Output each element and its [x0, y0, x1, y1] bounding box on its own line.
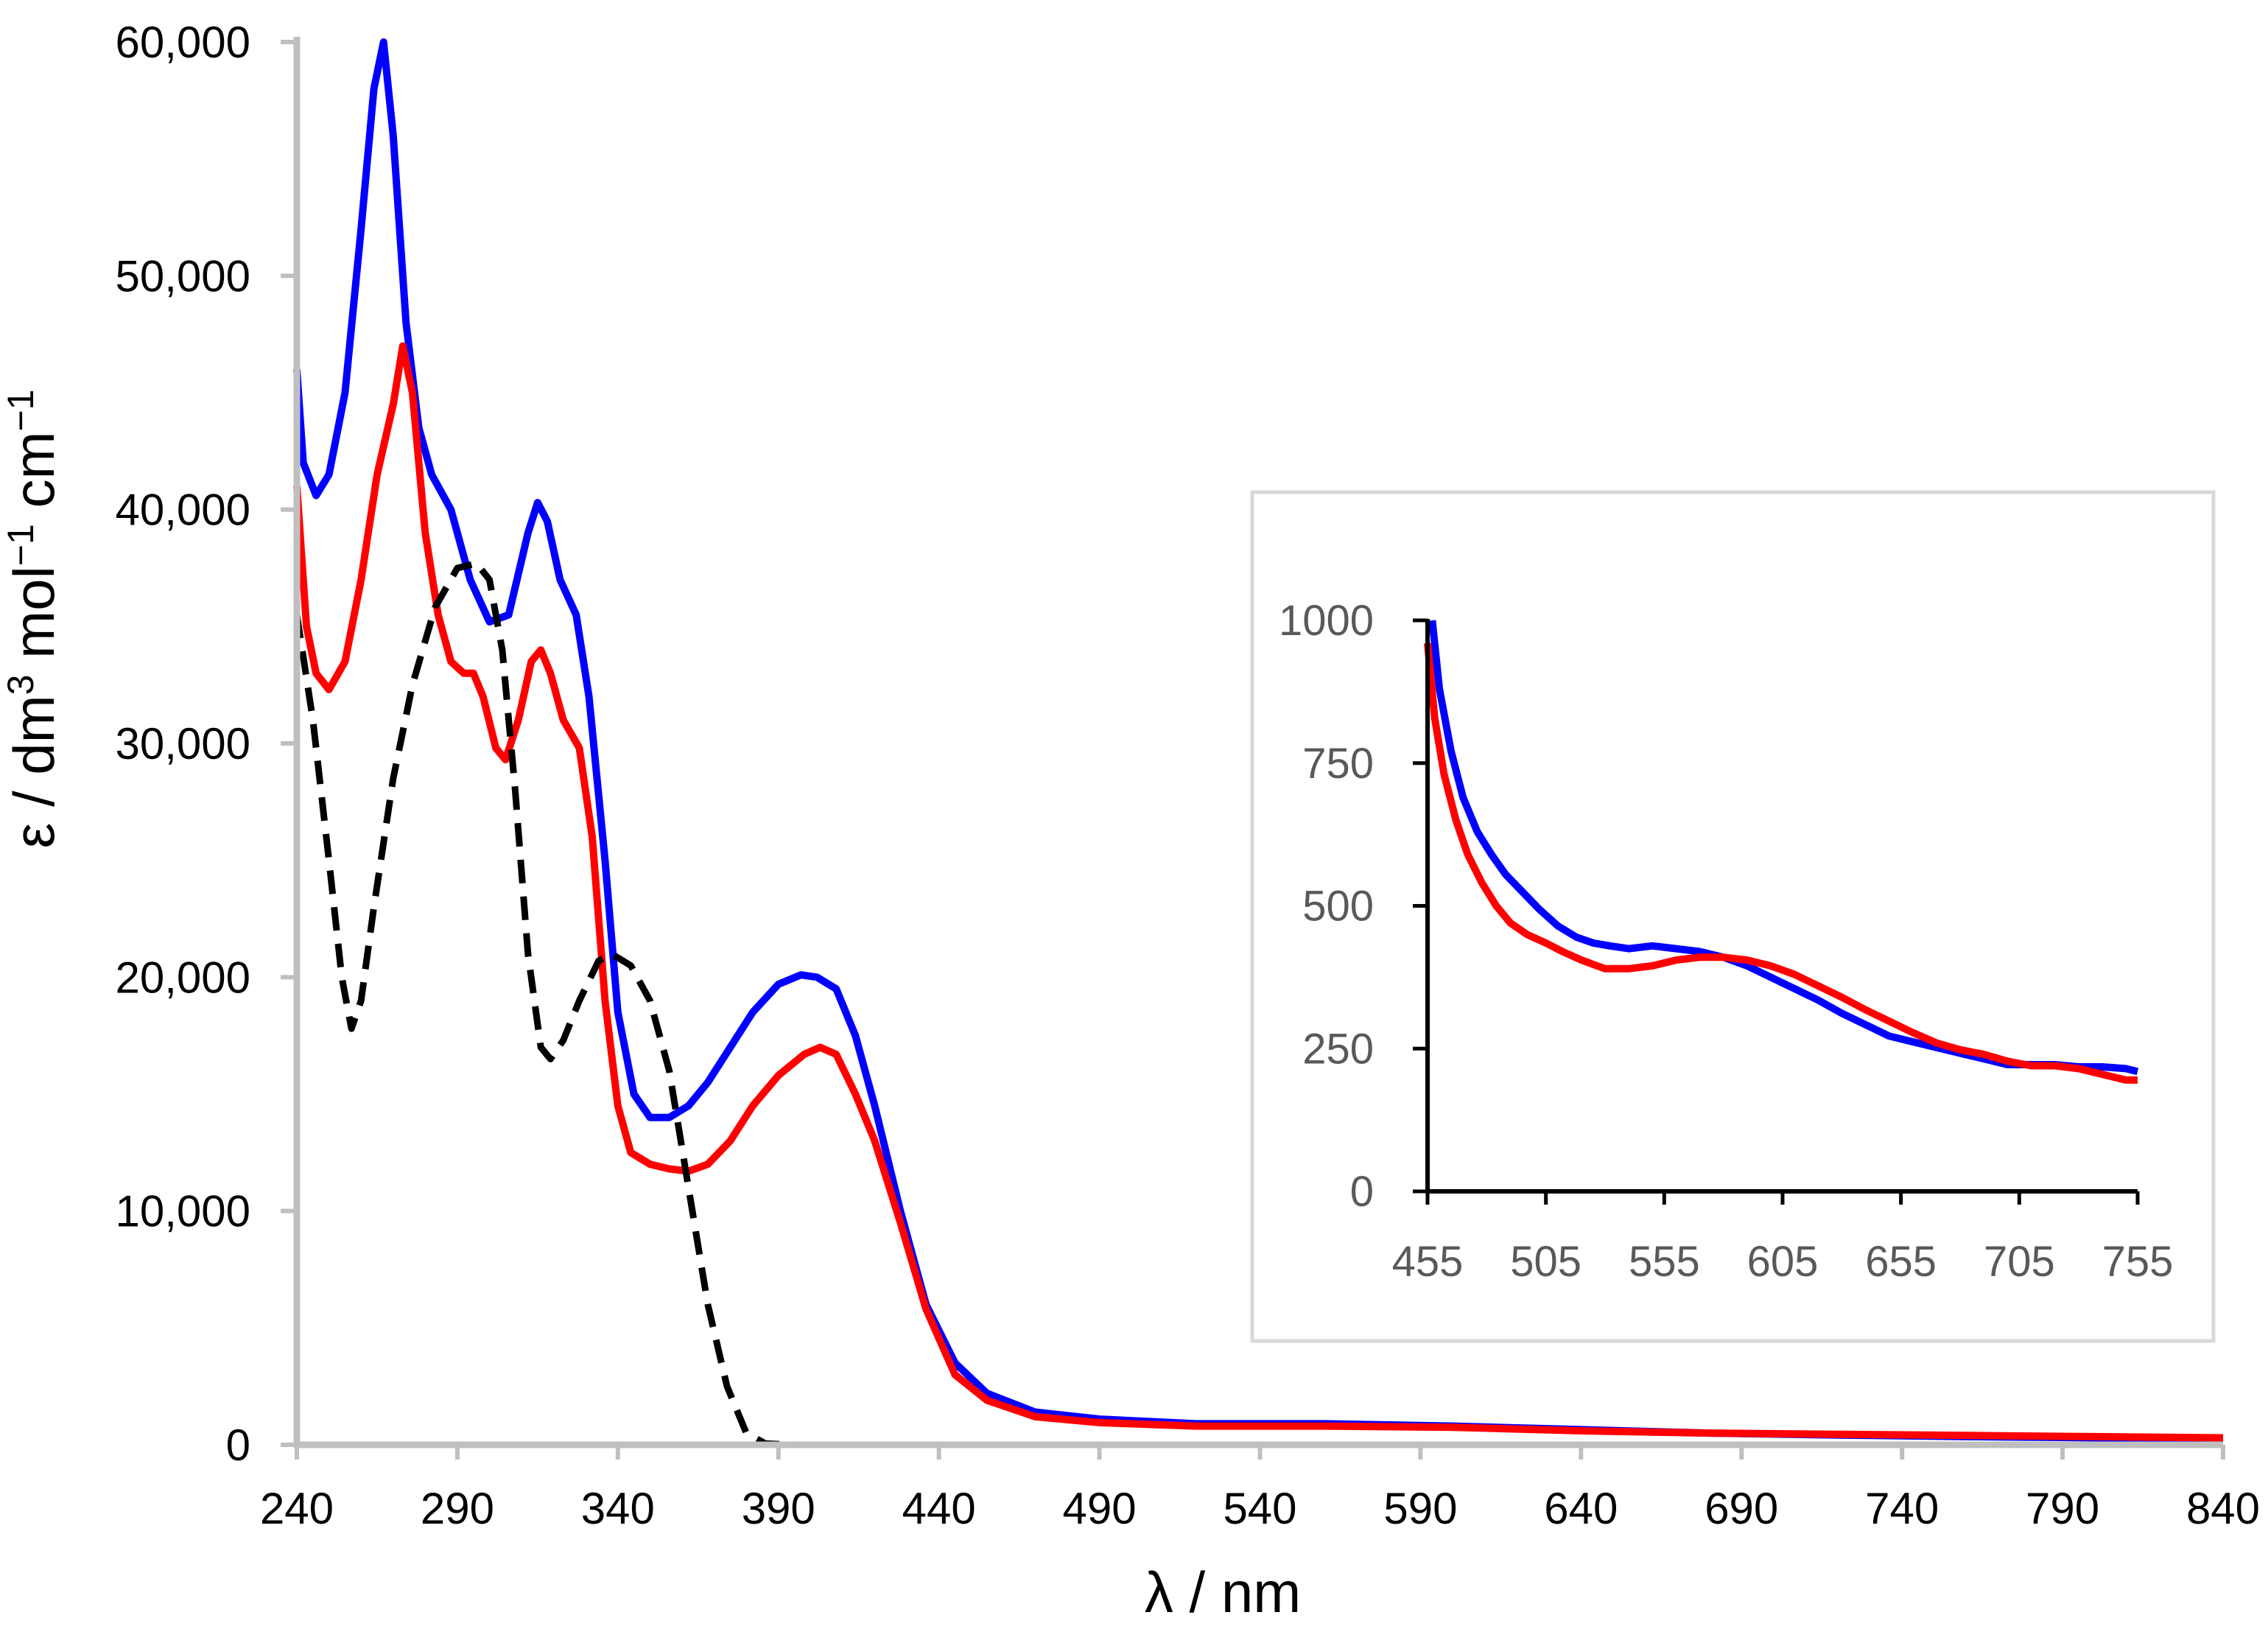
inset-y-tick-label: 750	[1302, 740, 1374, 788]
main-x-tick-label: 540	[1223, 1484, 1296, 1533]
inset-y-tick-label: 0	[1350, 1168, 1374, 1216]
main-x-tick-label: 240	[260, 1484, 334, 1533]
inset-chart: 455 505 555 605 655 705 755 0 250 500 750 1000	[1250, 490, 2216, 1343]
main-x-tick-label: 290	[421, 1484, 494, 1533]
inset-x-tick-label: 555	[1629, 1238, 1700, 1286]
inset-y-tick-label: 500	[1302, 883, 1374, 931]
main-x-tick-label: 640	[1544, 1484, 1618, 1533]
main-x-tick-label: 590	[1383, 1484, 1457, 1533]
main-x-tick-label: 690	[1704, 1484, 1778, 1533]
main-y-tick-label: 0	[226, 1420, 250, 1470]
inset-x-tick-label: 505	[1510, 1238, 1581, 1286]
main-x-tick-label: 390	[742, 1484, 815, 1533]
main-x-tick-label: 440	[902, 1484, 976, 1533]
inset-x-tick-label: 455	[1392, 1238, 1464, 1286]
inset-x-ticks: 455 505 555 605 655 705 755	[1392, 1191, 2174, 1286]
inset-y-tick-label: 250	[1302, 1025, 1374, 1073]
main-y-axis-title: ε / dm3 mol−1 cm−1	[0, 390, 66, 849]
main-x-tick-label: 490	[1063, 1484, 1137, 1533]
main-x-tick-label: 340	[581, 1484, 655, 1533]
inset-x-tick-label: 605	[1747, 1238, 1819, 1286]
inset-x-tick-label: 755	[2102, 1238, 2174, 1286]
main-x-axis-title: λ / nm	[1145, 1560, 1301, 1625]
main-x-tick-label: 740	[1865, 1484, 1939, 1533]
inset-x-tick-label: 705	[1984, 1238, 2055, 1286]
inset-x-tick-label: 655	[1865, 1238, 1937, 1286]
inset-y-tick-label: 1000	[1279, 597, 1374, 645]
main-y-tick-label: 40,000	[115, 486, 250, 535]
main-y-tick-label: 10,000	[115, 1187, 250, 1236]
main-chart: 240 290 340 390 440 490 540 590 640 690 740 790 840 …	[0, 18, 2260, 1625]
main-series-group	[293, 38, 2224, 1448]
main-series-black-line	[293, 560, 2223, 1448]
main-y-tick-label: 20,000	[115, 953, 250, 1002]
main-x-tick-label: 790	[2026, 1484, 2099, 1533]
main-x-ticks: 240 290 340 390 440 490 540 590 640 690 740 790 840	[260, 1445, 2260, 1533]
inset-series-red-line	[1424, 642, 2138, 1084]
main-y-ticks: 0 10,000 20,000 30,000 40,000 50,000 60,000	[115, 18, 297, 1470]
main-x-tick-label: 840	[2186, 1484, 2260, 1533]
inset-y-ticks: 0 250 500 750 1000	[1279, 597, 1428, 1216]
inset-frame	[1250, 490, 2216, 1343]
main-y-tick-label: 60,000	[115, 18, 250, 67]
main-y-tick-label: 30,000	[115, 719, 250, 768]
main-y-tick-label: 50,000	[115, 251, 250, 301]
main-series-red-line	[293, 342, 2224, 1442]
inset-series-group	[1424, 620, 2139, 1084]
